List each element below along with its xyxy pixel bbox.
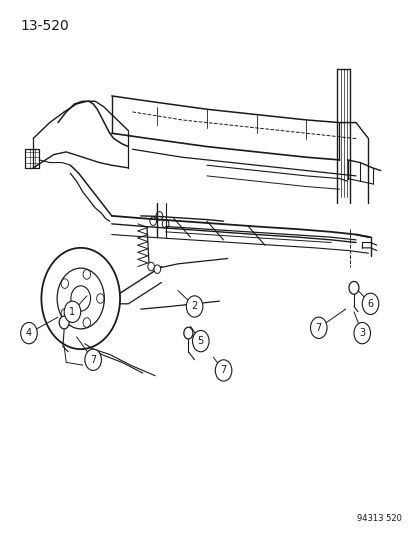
Circle shape [183, 327, 192, 339]
Text: 2: 2 [191, 302, 197, 311]
Text: 3: 3 [358, 328, 364, 338]
Circle shape [361, 293, 378, 314]
Text: 13-520: 13-520 [21, 19, 69, 33]
Circle shape [192, 330, 209, 352]
Circle shape [85, 349, 101, 370]
Text: 7: 7 [315, 323, 321, 333]
Circle shape [64, 301, 81, 322]
Text: 94313 520: 94313 520 [356, 514, 401, 523]
Circle shape [348, 281, 358, 294]
Text: 6: 6 [367, 299, 373, 309]
Text: 4: 4 [26, 328, 32, 338]
Circle shape [186, 296, 202, 317]
Circle shape [310, 317, 326, 338]
Circle shape [147, 262, 154, 271]
Text: 1: 1 [69, 307, 75, 317]
Circle shape [215, 360, 231, 381]
Circle shape [59, 316, 69, 329]
Text: 5: 5 [197, 336, 204, 346]
Circle shape [154, 265, 160, 273]
Text: 7: 7 [90, 355, 96, 365]
Circle shape [21, 322, 37, 344]
Text: 7: 7 [220, 366, 226, 375]
Circle shape [353, 322, 370, 344]
